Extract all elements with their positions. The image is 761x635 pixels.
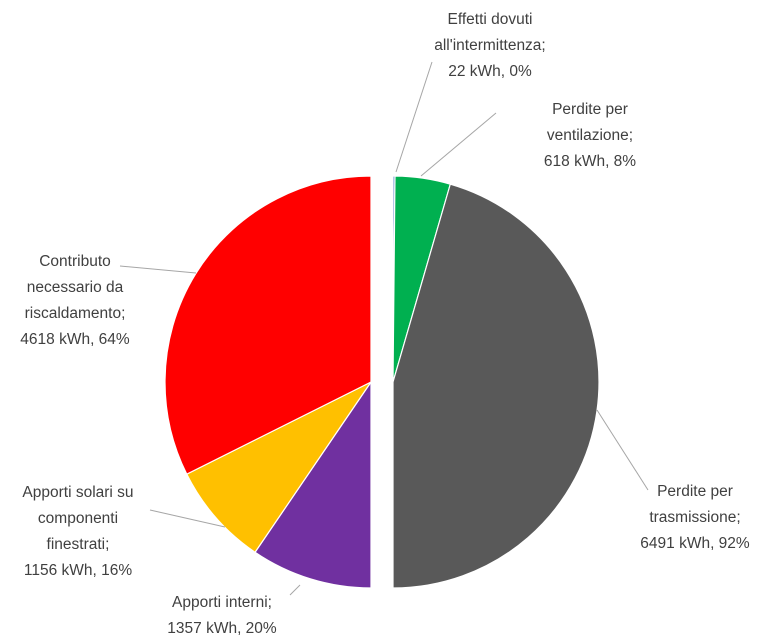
slice-label: ventilazione; xyxy=(547,127,633,144)
slice-label: Contributo xyxy=(39,253,111,270)
slice-label: riscaldamento; xyxy=(25,305,126,322)
pie-slice xyxy=(392,183,600,589)
slice-label: necessario da xyxy=(27,279,124,296)
slice-label: Apporti interni; xyxy=(172,594,272,611)
leader-line xyxy=(420,112,497,177)
leader-line xyxy=(596,409,649,491)
slice-label: Perdite per xyxy=(657,483,733,500)
pie-slice xyxy=(164,175,372,475)
slice-label: Apporti solari su xyxy=(22,484,133,501)
slice-value-label: 1357 kWh, 20% xyxy=(167,620,277,635)
slice-value-label: 4618 kWh, 64% xyxy=(20,331,130,348)
slice-value-label: 6491 kWh, 92% xyxy=(640,535,750,552)
leader-line xyxy=(149,509,226,528)
leader-line xyxy=(395,61,433,173)
slice-label: componenti xyxy=(38,510,118,527)
slice-label: all'intermittenza; xyxy=(434,37,546,54)
leader-line xyxy=(289,584,301,596)
slice-label: trasmissione; xyxy=(649,509,740,526)
slice-label: finestrati; xyxy=(47,536,110,553)
slice-value-label: 618 kWh, 8% xyxy=(544,153,636,170)
pie-slice xyxy=(254,380,372,589)
slice-label: Perdite per xyxy=(552,101,628,118)
slice-value-label: 1156 kWh, 16% xyxy=(24,562,132,579)
leader-line xyxy=(119,265,197,274)
pie-slice xyxy=(185,380,373,554)
slice-label: Effetti dovuti xyxy=(447,11,532,28)
slice-value-label: 22 kWh, 0% xyxy=(448,63,532,80)
